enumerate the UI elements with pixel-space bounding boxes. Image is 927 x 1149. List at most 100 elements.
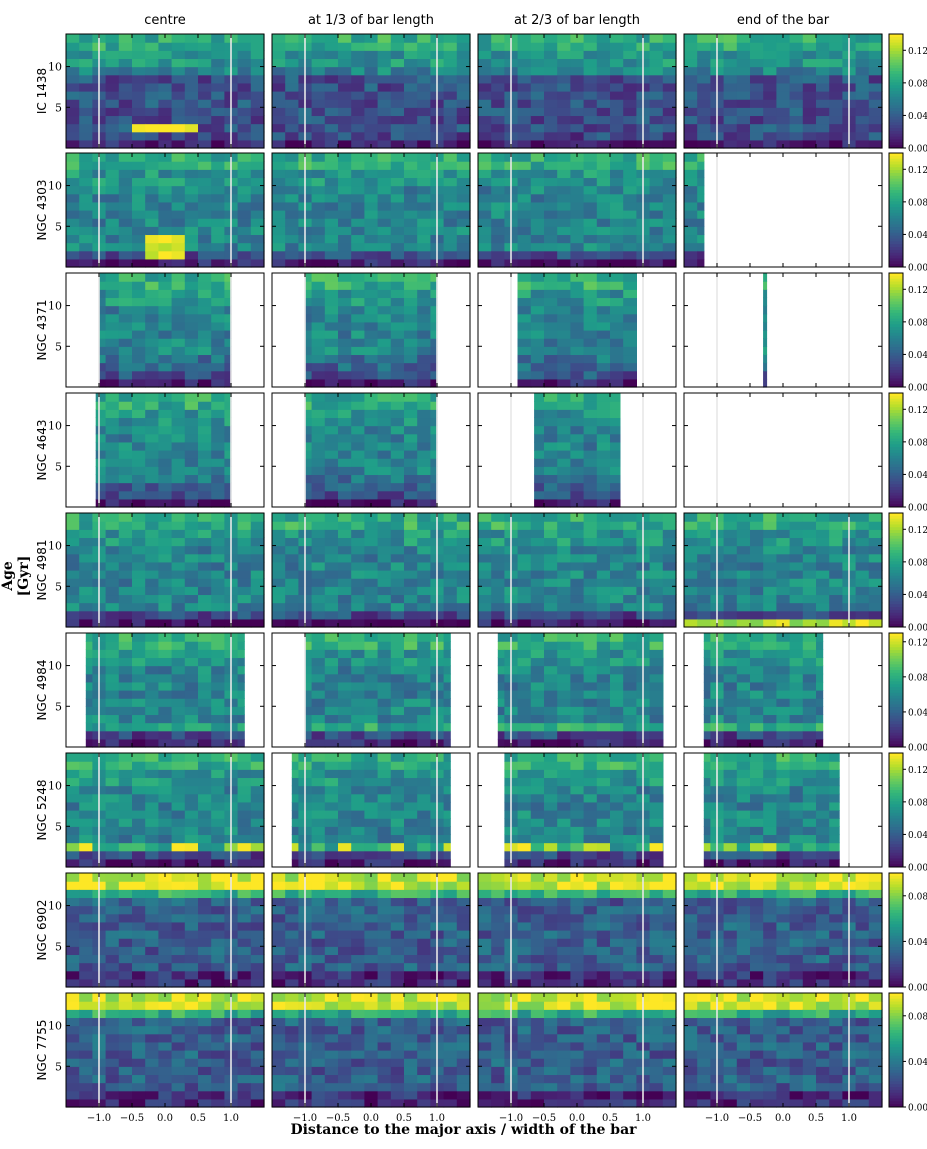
heatmap-cell <box>816 107 830 117</box>
heatmap-cell <box>404 681 418 691</box>
heatmap-cell <box>417 722 431 732</box>
heatmap-cell <box>390 641 405 650</box>
heatmap-cell <box>272 139 286 149</box>
heatmap-cell <box>364 50 379 60</box>
heatmap-cell <box>583 570 598 579</box>
heatmap-cell <box>703 657 711 667</box>
heatmap-cell <box>171 330 186 339</box>
heatmap-cell <box>697 42 711 51</box>
heatmap-cell <box>145 338 159 347</box>
heatmap-cell <box>610 842 624 852</box>
heatmap-cell <box>390 602 405 612</box>
heatmap-cell <box>697 123 711 133</box>
heatmap-cell <box>272 82 286 92</box>
heatmap-cell <box>237 602 252 612</box>
heatmap-cell <box>802 594 817 604</box>
heatmap-cell <box>456 553 471 563</box>
heatmap-cell <box>684 553 698 563</box>
heatmap-cell <box>443 649 451 659</box>
heatmap-cell <box>417 433 431 443</box>
heatmap-cell <box>364 433 379 443</box>
heatmap-cell <box>610 362 624 372</box>
heatmap-cell <box>662 785 664 795</box>
heatmap-cell <box>364 769 379 779</box>
heatmap-cell <box>79 250 93 260</box>
heatmap-cell <box>145 810 159 819</box>
heatmap-cell <box>530 722 545 732</box>
heatmap-cell <box>351 42 365 51</box>
heatmap-cell <box>623 177 637 187</box>
heatmap-cell <box>662 234 677 244</box>
heatmap-cell <box>364 826 379 836</box>
heatmap-cell <box>703 681 711 691</box>
heatmap-cell <box>338 826 352 836</box>
heatmap-cell <box>118 139 133 149</box>
heatmap-cell <box>610 777 624 787</box>
heatmap-cell <box>583 793 598 803</box>
heatmap-cell <box>443 58 458 68</box>
heatmap-cell <box>750 521 764 530</box>
heatmap-cell <box>338 258 352 268</box>
heatmap-cell <box>311 578 326 587</box>
heatmap-cell <box>855 139 870 149</box>
heatmap-cell <box>417 193 431 203</box>
heatmap-cell <box>443 594 458 604</box>
heatmap-cell <box>118 513 133 522</box>
heatmap-cell <box>237 91 252 100</box>
heatmap-cell <box>338 417 352 427</box>
heatmap-cell <box>404 818 418 827</box>
heatmap-cell <box>478 193 492 203</box>
heatmap-cell <box>583 50 598 60</box>
heatmap-cell <box>285 586 299 596</box>
heatmap-cell <box>478 618 492 628</box>
heatmap-cell <box>351 753 365 762</box>
heatmap-cell <box>534 417 545 427</box>
heatmap-cell <box>132 641 146 650</box>
heatmap-cell <box>377 570 392 579</box>
heatmap-cell <box>596 498 611 508</box>
heatmap-cell <box>351 161 365 170</box>
heatmap-cell <box>868 74 883 84</box>
heatmap-cell <box>132 466 146 476</box>
heatmap-cell <box>789 722 804 732</box>
heatmap-cell <box>145 698 159 707</box>
heatmap-cell <box>198 82 212 92</box>
heatmap-cell <box>272 242 286 252</box>
heatmap-cell <box>750 139 764 149</box>
heatmap-cell <box>211 649 225 659</box>
heatmap-cell <box>377 346 392 356</box>
heatmap-cell <box>311 201 326 211</box>
heatmap-cell <box>105 793 120 803</box>
heatmap-cell <box>829 123 843 133</box>
heatmap-cell <box>517 649 532 659</box>
heatmap-cell <box>79 801 93 811</box>
heatmap-cell <box>324 258 339 268</box>
heatmap-cell <box>132 458 146 467</box>
heatmap-cell <box>324 401 339 410</box>
heatmap-cell <box>171 570 186 579</box>
heatmap-cell <box>171 474 186 484</box>
heatmap-cell <box>443 226 458 236</box>
heatmap-cell <box>570 730 585 740</box>
heatmap-cell <box>583 210 598 219</box>
heatmap-cell <box>250 834 265 844</box>
heatmap-cell <box>596 618 611 628</box>
heatmap-cell <box>351 393 365 402</box>
heatmap-cell <box>324 474 339 484</box>
heatmap-cell <box>478 107 492 117</box>
heatmap-cell <box>85 665 93 675</box>
heatmap-cell <box>158 521 173 530</box>
heatmap-cell <box>118 537 133 547</box>
heatmap-cell <box>623 594 637 604</box>
heatmap-cell <box>530 561 545 571</box>
heatmap-cell <box>79 529 93 539</box>
heatmap-cell <box>390 594 405 604</box>
heatmap-cell <box>211 161 225 170</box>
heatmap-cell <box>66 58 80 68</box>
heatmap-cell <box>291 810 299 819</box>
heatmap-cell <box>79 169 93 179</box>
heatmap-cell <box>338 633 352 642</box>
heatmap-cell <box>456 91 471 100</box>
heatmap-cell <box>224 490 232 500</box>
heatmap-cell <box>544 201 558 211</box>
